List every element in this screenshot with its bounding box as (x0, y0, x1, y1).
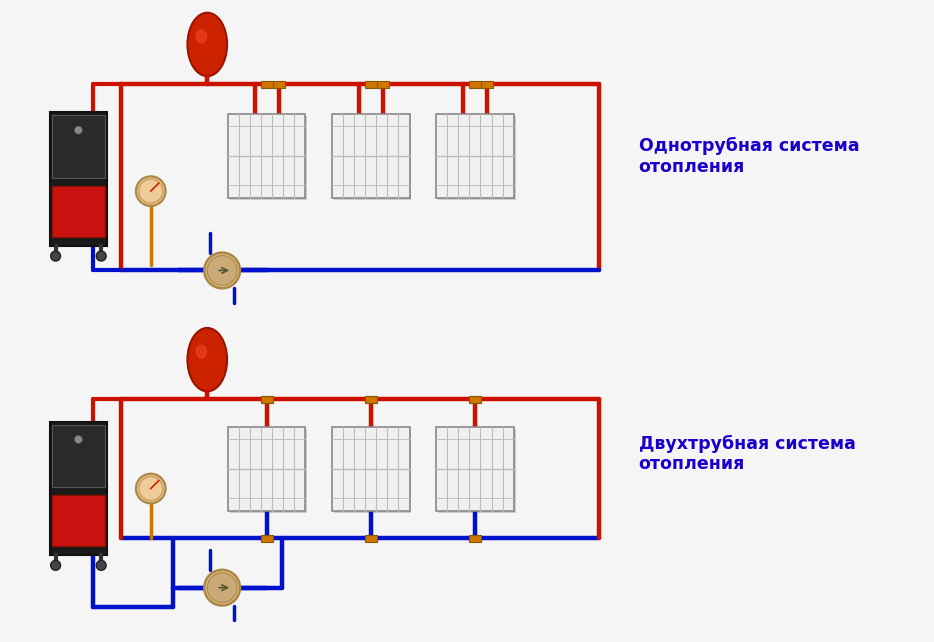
FancyBboxPatch shape (51, 424, 106, 487)
Circle shape (75, 126, 82, 134)
Bar (365, 396, 376, 403)
Bar (469, 535, 481, 542)
FancyBboxPatch shape (436, 426, 514, 511)
FancyBboxPatch shape (51, 495, 106, 546)
Circle shape (50, 251, 61, 261)
FancyBboxPatch shape (51, 116, 106, 177)
FancyBboxPatch shape (334, 429, 412, 513)
Bar (261, 535, 273, 542)
Bar (481, 81, 493, 87)
Bar (469, 81, 481, 87)
FancyBboxPatch shape (228, 426, 305, 511)
Bar (273, 81, 285, 87)
Circle shape (139, 179, 163, 203)
Circle shape (135, 474, 165, 503)
Text: Однотрубная система
отопления: Однотрубная система отопления (639, 137, 859, 176)
Circle shape (96, 251, 106, 261)
FancyBboxPatch shape (438, 429, 516, 513)
Ellipse shape (195, 30, 207, 44)
Circle shape (205, 252, 240, 288)
Circle shape (207, 573, 237, 603)
Bar (365, 81, 376, 87)
Circle shape (135, 177, 165, 206)
FancyBboxPatch shape (230, 116, 307, 200)
Ellipse shape (188, 13, 227, 76)
Ellipse shape (195, 345, 207, 359)
Circle shape (96, 560, 106, 570)
Circle shape (50, 560, 61, 570)
Bar (261, 81, 273, 87)
Bar (365, 535, 376, 542)
FancyBboxPatch shape (438, 116, 516, 200)
FancyBboxPatch shape (50, 112, 107, 246)
Circle shape (75, 435, 82, 444)
Circle shape (207, 256, 237, 285)
Bar (376, 81, 389, 87)
Circle shape (205, 570, 240, 605)
Text: Двухтрубная система
отопления: Двухтрубная система отопления (639, 435, 856, 473)
Bar (261, 396, 273, 403)
FancyBboxPatch shape (50, 422, 107, 555)
Ellipse shape (188, 328, 227, 392)
FancyBboxPatch shape (228, 114, 305, 198)
FancyBboxPatch shape (333, 114, 409, 198)
FancyBboxPatch shape (334, 116, 412, 200)
FancyBboxPatch shape (333, 426, 409, 511)
FancyBboxPatch shape (436, 114, 514, 198)
Circle shape (139, 476, 163, 500)
Bar (469, 396, 481, 403)
FancyBboxPatch shape (51, 186, 106, 237)
FancyBboxPatch shape (230, 429, 307, 513)
